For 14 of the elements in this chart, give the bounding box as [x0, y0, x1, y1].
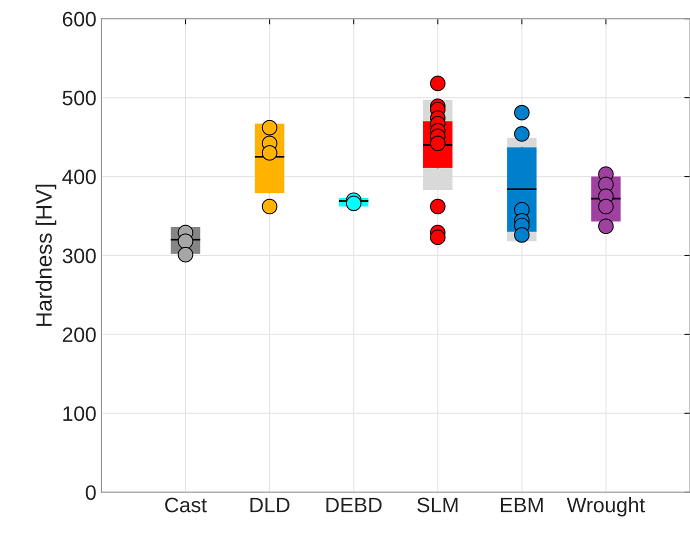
y-axis-title: Hardness [HV] [36, 184, 56, 326]
y-tick-label: 300 [62, 248, 96, 264]
x-tick-label: Wrought [566, 497, 645, 516]
x-tick-label: DLD [250, 498, 290, 512]
y-tick-label: 400 [62, 170, 96, 184]
x-tick-label: DEBD [326, 498, 382, 512]
x-tick-label: Cast [165, 498, 207, 512]
y-tick-label: 600 [62, 12, 96, 26]
y-tick-label: 100 [63, 406, 96, 422]
x-tick-label: EBM [500, 498, 543, 512]
y-tick-label: 500 [62, 90, 96, 106]
y-tick-label: 200 [62, 327, 96, 342]
y-tick-label: 0 [86, 485, 96, 500]
x-tick-label: SLM [417, 498, 458, 512]
